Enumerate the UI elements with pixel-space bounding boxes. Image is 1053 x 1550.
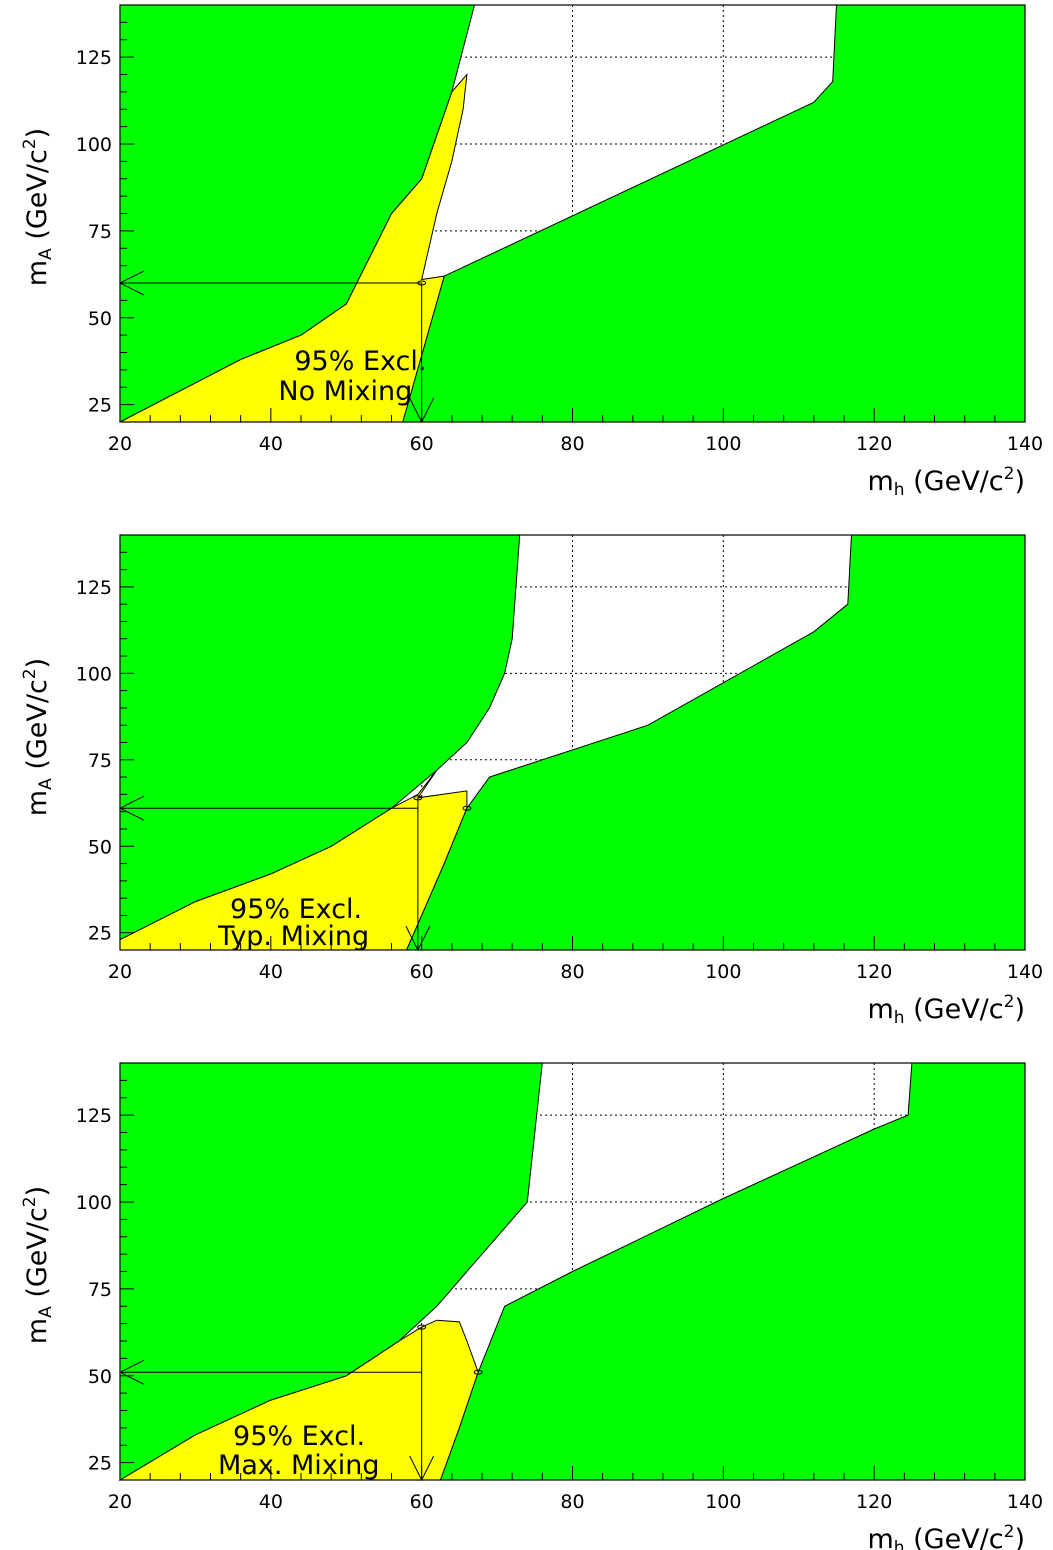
- x-tick-label: 60: [410, 433, 434, 455]
- x-axis-label: mh (GeV/c2): [867, 992, 1025, 1028]
- y-tick-label: 25: [88, 395, 112, 417]
- x-tick-label: 140: [1007, 1491, 1043, 1513]
- y-tick-label: 125: [76, 47, 112, 69]
- ticks: [119, 1062, 1026, 1481]
- panel-3: 20 40 60 80 100 120 140 25 50 75 100 125 mh (GeV/c2)…: [20, 1062, 1043, 1550]
- panel-2: 20 40 60 80 100 120 140 25 50 75 100 125 mh (GeV/c2)…: [20, 534, 1043, 1028]
- x-tick-label: 20: [108, 1491, 132, 1513]
- panel-1: 20 40 60 80 100 120 140 25 50 75 100 125 mh (GeV/c2)…: [20, 4, 1043, 500]
- y-tick-label: 50: [88, 308, 112, 330]
- limit-marker: [417, 1324, 427, 1330]
- y-axis-label: mA (GeV/c2): [20, 1186, 56, 1344]
- limit-arrows: [118, 270, 435, 424]
- y-tick-label: 75: [88, 221, 112, 243]
- x-tick-label: 100: [705, 1491, 741, 1513]
- x-axis-label: mh (GeV/c2): [867, 464, 1025, 500]
- annotation-line-1: 95% Excl.: [230, 894, 362, 925]
- y-tick-label: 75: [88, 1279, 112, 1301]
- y-tick-label: 25: [88, 923, 112, 945]
- ticks: [119, 534, 1026, 951]
- y-tick-label: 75: [88, 750, 112, 772]
- limit-marker: [462, 805, 472, 811]
- x-tick-label: 80: [560, 1491, 584, 1513]
- y-tick-label: 50: [88, 1366, 112, 1388]
- x-tick-label: 120: [856, 433, 892, 455]
- annotation-line-1: 95% Excl.: [294, 346, 426, 377]
- y-tick-label: 50: [88, 836, 112, 858]
- annotation-line-2: Max. Mixing: [218, 1450, 380, 1481]
- x-tick-label: 40: [259, 433, 283, 455]
- x-tick-label: 60: [410, 961, 434, 983]
- x-tick-label: 120: [856, 1491, 892, 1513]
- y-tick-label: 125: [76, 1105, 112, 1127]
- x-tick-label: 40: [259, 961, 283, 983]
- y-tick-label: 100: [76, 663, 112, 685]
- y-tick-label: 100: [76, 134, 112, 156]
- annotation-line-2: Typ. Mixing: [217, 921, 369, 952]
- limit-marker: [417, 280, 427, 286]
- y-tick-label: 100: [76, 1192, 112, 1214]
- x-tick-label: 80: [560, 433, 584, 455]
- annotation-line-1: 95% Excl.: [233, 1421, 365, 1452]
- y-axis-label: mA (GeV/c2): [20, 658, 56, 816]
- annotation-line-2: No Mixing: [278, 376, 412, 407]
- x-tick-label: 80: [560, 961, 584, 983]
- x-tick-label: 120: [856, 961, 892, 983]
- x-tick-label: 100: [705, 433, 741, 455]
- limit-marker: [413, 795, 423, 801]
- x-tick-label: 100: [705, 961, 741, 983]
- x-tick-label: 20: [108, 433, 132, 455]
- ticks: [119, 4, 1026, 423]
- limit-marker: [473, 1369, 483, 1375]
- y-tick-label: 25: [88, 1453, 112, 1475]
- x-axis-label: mh (GeV/c2): [867, 1522, 1025, 1550]
- x-tick-label: 140: [1007, 433, 1043, 455]
- x-tick-label: 20: [108, 961, 132, 983]
- x-tick-label: 60: [410, 1491, 434, 1513]
- x-tick-label: 140: [1007, 961, 1043, 983]
- y-axis-label: mA (GeV/c2): [20, 128, 56, 286]
- y-tick-label: 125: [76, 577, 112, 599]
- x-tick-label: 40: [259, 1491, 283, 1513]
